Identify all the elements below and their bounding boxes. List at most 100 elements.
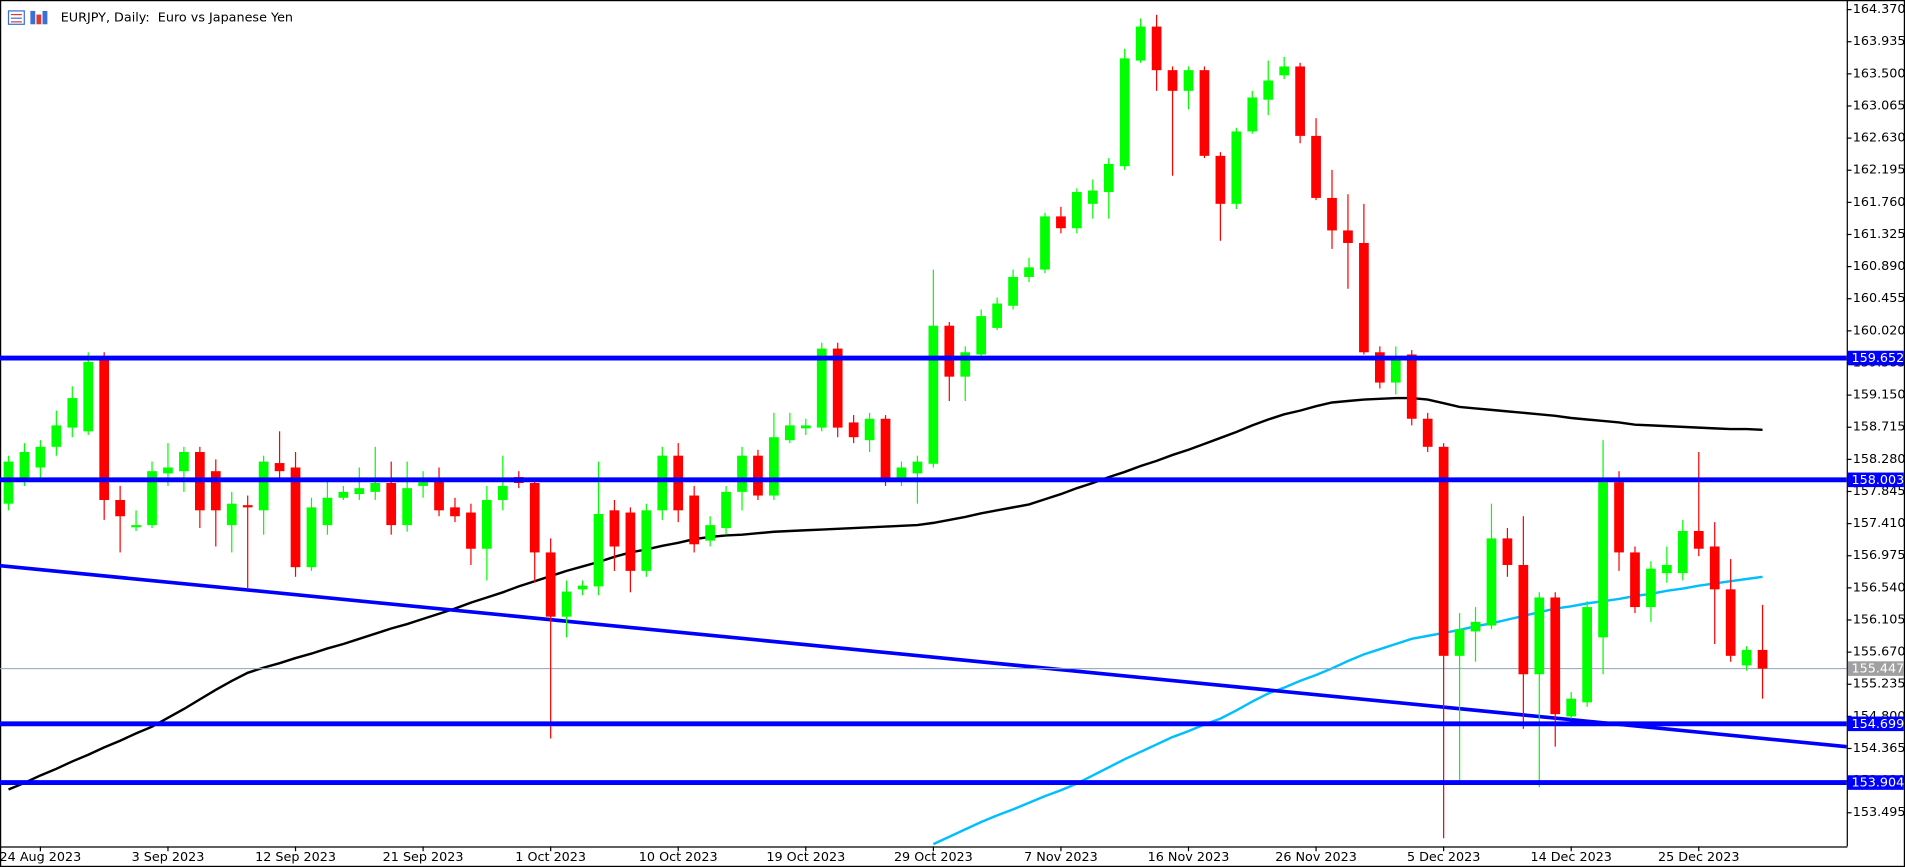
candle-body — [418, 482, 428, 486]
candle-body — [274, 463, 285, 472]
y-tick-label: 158.715 — [1853, 420, 1905, 435]
level-label-box — [1847, 350, 1904, 366]
candle-body — [593, 514, 604, 587]
candle-body — [705, 525, 715, 541]
y-tick-label: 162.195 — [1853, 163, 1905, 178]
y-tick-label: 162.630 — [1853, 131, 1905, 146]
candle-body — [673, 455, 684, 511]
x-tick-label: 25 Dec 2023 — [1658, 850, 1739, 865]
candle-body — [1040, 216, 1050, 270]
candle-body — [657, 455, 668, 511]
candle-body — [147, 471, 157, 526]
candle-body — [322, 497, 333, 526]
candle-body — [1215, 155, 1226, 204]
candle-body — [880, 418, 891, 481]
candle-body — [19, 451, 30, 481]
level-label-box — [1847, 775, 1904, 790]
candle-body — [1454, 629, 1465, 656]
x-tick-label: 29 Oct 2023 — [894, 850, 973, 865]
candle-body — [1231, 131, 1242, 204]
y-tick-label: 154.365 — [1853, 741, 1905, 756]
candle-body — [482, 499, 492, 549]
candle-body — [1343, 230, 1353, 243]
candle-body — [67, 398, 78, 428]
candle-body — [800, 425, 811, 429]
level-label-box — [1847, 716, 1904, 732]
x-tick-label: 16 Nov 2023 — [1148, 850, 1230, 865]
candle-body — [242, 505, 253, 508]
candle-body — [1438, 446, 1449, 656]
candle-body — [35, 446, 46, 468]
candle-body — [99, 359, 110, 500]
candle-body — [1374, 352, 1385, 383]
y-tick-label: 156.540 — [1853, 580, 1905, 595]
y-tick-label: 163.065 — [1853, 98, 1905, 113]
y-tick-label: 163.935 — [1853, 34, 1905, 49]
candle-body — [338, 491, 349, 498]
candle-body — [753, 455, 763, 496]
candle-body — [625, 512, 636, 571]
candle-body — [721, 491, 731, 529]
candle-body — [1119, 58, 1130, 167]
candle-body — [450, 507, 460, 517]
candle-body — [290, 467, 301, 568]
candle-body — [1327, 197, 1337, 231]
candle-body — [226, 503, 237, 526]
candle-body — [1550, 597, 1561, 715]
candle-body — [944, 325, 955, 377]
last-price-box — [1847, 661, 1904, 676]
level-label: 154.699 — [1852, 717, 1905, 732]
y-tick-label: 160.455 — [1853, 291, 1905, 306]
candle-body — [1741, 649, 1752, 666]
candle-body — [832, 348, 843, 428]
candle-body — [354, 488, 365, 495]
x-tick-label: 21 Sep 2023 — [383, 850, 464, 865]
candle-body — [1279, 66, 1290, 76]
candle-body — [992, 303, 1003, 328]
y-tick-label: 153.495 — [1853, 805, 1905, 820]
candle-body — [1008, 276, 1018, 306]
y-tick-label: 158.280 — [1853, 452, 1905, 467]
candle-body — [1422, 418, 1433, 447]
candle-body — [769, 437, 779, 496]
candle-body — [1406, 354, 1417, 419]
y-tick-label: 157.410 — [1853, 516, 1905, 531]
candle-body — [1183, 70, 1194, 91]
x-tick-label: 24 Aug 2023 — [0, 850, 81, 865]
candle-body — [1486, 538, 1497, 626]
level-label: 158.003 — [1852, 473, 1905, 488]
candle-body — [1725, 589, 1736, 656]
y-tick-label: 161.325 — [1853, 227, 1905, 242]
icon — [36, 14, 42, 25]
moving-average-line — [932, 575, 1763, 846]
y-tick-label: 155.235 — [1853, 677, 1905, 692]
candle-body — [577, 585, 588, 590]
candle-body — [1247, 97, 1258, 132]
candle-body — [370, 482, 381, 492]
candle-body — [1598, 482, 1608, 638]
x-tick-label: 3 Sep 2023 — [132, 850, 205, 865]
candle-body — [1757, 649, 1768, 669]
candle-body — [1199, 70, 1210, 156]
candle-body — [912, 461, 923, 474]
candle-body — [1566, 698, 1577, 717]
candle-body — [561, 591, 572, 617]
y-tick-label: 156.975 — [1853, 548, 1905, 563]
candle-body — [386, 482, 397, 526]
candle-body — [1518, 564, 1529, 675]
candle-body — [1311, 135, 1321, 198]
candle-body — [1151, 26, 1162, 71]
x-tick-label: 26 Nov 2023 — [1275, 850, 1357, 865]
candle-body — [1024, 267, 1034, 277]
candle-body — [1359, 242, 1369, 353]
candle-body — [1646, 568, 1656, 608]
x-tick-label: 14 Dec 2023 — [1530, 850, 1611, 865]
candle-body — [1709, 546, 1720, 590]
candle-body — [609, 510, 620, 547]
plot-area — [0, 14, 1847, 846]
x-tick-label: 5 Dec 2023 — [1407, 850, 1480, 865]
candle-body — [928, 325, 939, 464]
